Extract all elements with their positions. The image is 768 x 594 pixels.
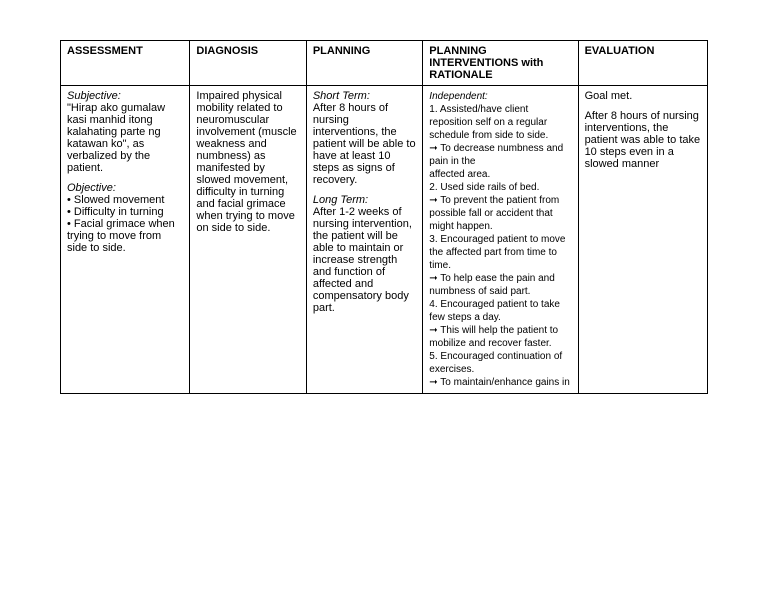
col-header-assessment: ASSESSMENT bbox=[61, 41, 190, 86]
intervention-line: ➞ To prevent the patient from possible f… bbox=[429, 194, 571, 233]
col-header-planning: PLANNING bbox=[306, 41, 422, 86]
cell-planning: Short Term: After 8 hours of nursing int… bbox=[306, 86, 422, 394]
evaluation-line: 10 steps even in a slowed manner bbox=[585, 146, 701, 170]
intervention-line: 4. Encouraged patient to take few steps … bbox=[429, 298, 571, 324]
objective-label: Objective: bbox=[67, 182, 183, 194]
objective-item: • Facial grimace when trying to move fro… bbox=[67, 218, 183, 254]
cell-assessment: Subjective: "Hirap ako gumalaw kasi manh… bbox=[61, 86, 190, 394]
objective-item: • Slowed movement bbox=[67, 194, 183, 206]
independent-label: Independent: bbox=[429, 90, 571, 103]
intervention-line: 5. Encouraged continuation of exercises. bbox=[429, 350, 571, 376]
short-term-label: Short Term: bbox=[313, 90, 416, 102]
cell-evaluation: Goal met. After 8 hours of nursing inter… bbox=[578, 86, 707, 394]
nursing-care-plan-table: ASSESSMENT DIAGNOSIS PLANNING PLANNING I… bbox=[60, 40, 708, 394]
evaluation-line: Goal met. bbox=[585, 90, 701, 102]
subjective-label: Subjective: bbox=[67, 90, 183, 102]
cell-diagnosis: Impaired physical mobility related to ne… bbox=[190, 86, 306, 394]
evaluation-line: After 8 hours of nursing interventions, … bbox=[585, 110, 701, 146]
cell-interventions: Independent: 1. Assisted/have client rep… bbox=[423, 86, 578, 394]
table-row: Subjective: "Hirap ako gumalaw kasi manh… bbox=[61, 86, 708, 394]
diagnosis-text: Impaired physical mobility related to ne… bbox=[196, 90, 299, 234]
objective-item: • Difficulty in turning bbox=[67, 206, 183, 218]
col-header-diagnosis: DIAGNOSIS bbox=[190, 41, 306, 86]
intervention-line: ➞ This will help the patient to mobilize… bbox=[429, 324, 571, 350]
long-term-label: Long Term: bbox=[313, 194, 416, 206]
intervention-line: 2. Used side rails of bed. bbox=[429, 181, 571, 194]
long-term-text: After 1-2 weeks of nursing intervention,… bbox=[313, 206, 416, 314]
intervention-line: 3. Encouraged patient to move the affect… bbox=[429, 233, 571, 272]
table-header-row: ASSESSMENT DIAGNOSIS PLANNING PLANNING I… bbox=[61, 41, 708, 86]
intervention-line: ➞ To decrease numbness and pain in the bbox=[429, 142, 571, 168]
short-term-text: After 8 hours of nursing interventions, … bbox=[313, 102, 416, 186]
intervention-line: 1. Assisted/have client reposition self … bbox=[429, 103, 571, 142]
intervention-line: ➞ To maintain/enhance gains in bbox=[429, 376, 571, 389]
col-header-evaluation: EVALUATION bbox=[578, 41, 707, 86]
col-header-interventions: PLANNING INTERVENTIONS with RATIONALE bbox=[423, 41, 578, 86]
intervention-line: ➞ To help ease the pain and numbness of … bbox=[429, 272, 571, 298]
intervention-line: affected area. bbox=[429, 168, 571, 181]
subjective-text: "Hirap ako gumalaw kasi manhid itong kal… bbox=[67, 102, 183, 174]
